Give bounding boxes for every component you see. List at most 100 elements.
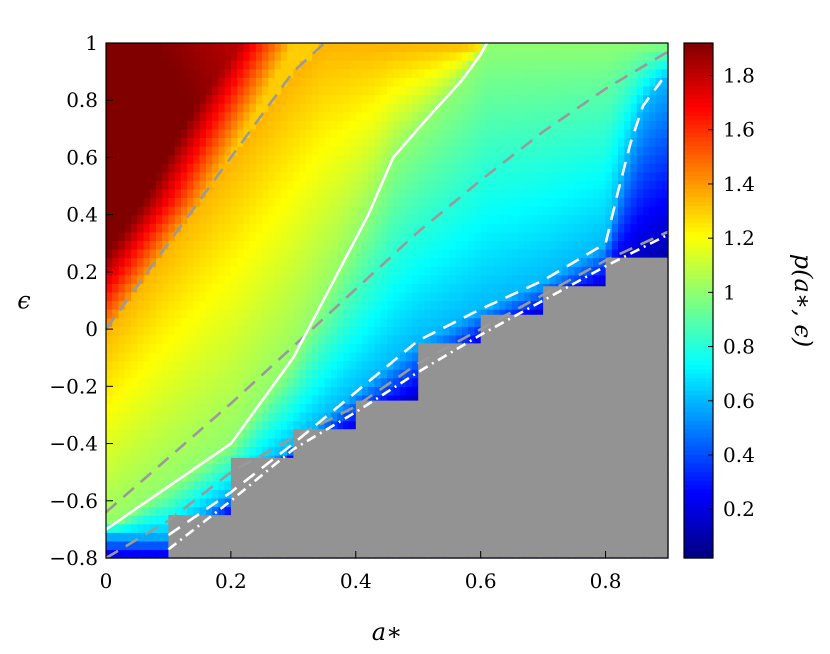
heatmap-cell [574, 68, 582, 78]
heatmap-cell [180, 68, 188, 78]
heatmap-cell [337, 317, 344, 327]
heatmap-cell [449, 291, 457, 302]
heatmap-cell [193, 240, 201, 250]
heatmap-cell [255, 291, 263, 302]
heatmap-cell [168, 463, 176, 473]
heatmap-cell [393, 180, 401, 190]
heatmap-cell [380, 394, 388, 405]
heatmap-cell [511, 257, 519, 267]
heatmap-cell [162, 523, 170, 533]
heatmap-cell [430, 103, 438, 113]
heatmap-cell [174, 171, 182, 181]
heatmap-cell [312, 68, 319, 78]
heatmap-cell [243, 171, 251, 181]
heatmap-cell [349, 197, 357, 207]
heatmap-cell [149, 463, 157, 473]
heatmap-cell [349, 369, 357, 379]
heatmap-cell [368, 197, 376, 207]
heatmap-cell [262, 326, 269, 336]
heatmap-cell [474, 94, 482, 104]
heatmap-cell [411, 231, 419, 242]
heatmap-cell [199, 128, 207, 139]
heatmap-cell [362, 60, 369, 70]
heatmap-cell [387, 146, 394, 156]
heatmap-cell [618, 94, 625, 104]
heatmap-cell [399, 146, 407, 156]
heatmap-cell [355, 60, 363, 70]
heatmap-cell [199, 377, 207, 387]
heatmap-cell [618, 51, 625, 61]
heatmap-cell [162, 403, 170, 413]
heatmap-cell [430, 274, 438, 284]
heatmap-cell [224, 43, 232, 53]
heatmap-cell [293, 283, 301, 293]
heatmap-cell [106, 249, 113, 259]
heatmap-cell [468, 154, 476, 164]
heatmap-cell [268, 429, 276, 439]
heatmap-cell [193, 489, 201, 499]
heatmap-cell [199, 103, 207, 113]
heatmap-cell [162, 291, 170, 302]
heatmap-cell [380, 51, 388, 61]
heatmap-cell [205, 77, 213, 87]
heatmap-cell [380, 240, 388, 250]
heatmap-cell [318, 154, 326, 164]
heatmap-cell [143, 394, 151, 405]
heatmap-cell [180, 274, 188, 284]
heatmap-cell [455, 223, 463, 233]
heatmap-cell [324, 317, 332, 327]
heatmap-cell [130, 223, 138, 233]
heatmap-cell [586, 206, 594, 216]
heatmap-cell [274, 377, 282, 387]
heatmap-cell [418, 68, 426, 78]
heatmap-cell [249, 317, 257, 327]
heatmap-cell [362, 120, 369, 130]
heatmap-cell [580, 274, 588, 284]
heatmap-cell [137, 497, 145, 508]
heatmap-cell [436, 240, 444, 250]
heatmap-cell [455, 51, 463, 61]
heatmap-cell [486, 60, 494, 70]
heatmap-cell [355, 283, 363, 293]
heatmap-cell [274, 180, 282, 190]
heatmap-cell [424, 300, 432, 310]
heatmap-cell [193, 111, 201, 121]
heatmap-cell [430, 197, 438, 207]
heatmap-cell [162, 446, 170, 456]
heatmap-cell [349, 249, 357, 259]
heatmap-cell [405, 360, 413, 370]
heatmap-cell [536, 300, 544, 310]
heatmap-cell [374, 274, 382, 284]
heatmap-cell [305, 360, 313, 370]
heatmap-cell [518, 137, 525, 147]
heatmap-cell [430, 163, 438, 173]
heatmap-cell [212, 455, 219, 465]
heatmap-cell [374, 180, 382, 190]
heatmap-cell [205, 103, 213, 113]
heatmap-cell [274, 283, 282, 293]
heatmap-cell [499, 214, 507, 224]
heatmap-cell [155, 103, 163, 113]
heatmap-cell [368, 180, 376, 190]
heatmap-cell [280, 180, 288, 190]
heatmap-cell [274, 240, 282, 250]
heatmap-cell [355, 377, 363, 387]
heatmap-cell [255, 446, 263, 456]
heatmap-cell [430, 60, 438, 70]
heatmap-cell [180, 257, 188, 267]
heatmap-cell [149, 515, 157, 525]
heatmap-cell [293, 360, 301, 370]
heatmap-cell [299, 103, 307, 113]
heatmap-cell [486, 180, 494, 190]
heatmap-cell [243, 291, 251, 302]
heatmap-cell [337, 163, 344, 173]
heatmap-cell [212, 223, 219, 233]
heatmap-cell [418, 317, 426, 327]
heatmap-cell [330, 334, 338, 345]
heatmap-cell [149, 180, 157, 190]
heatmap-cell [399, 317, 407, 327]
heatmap-cell [174, 137, 182, 147]
heatmap-cell [124, 240, 132, 250]
heatmap-cell [511, 309, 519, 319]
heatmap-cell [124, 455, 132, 465]
